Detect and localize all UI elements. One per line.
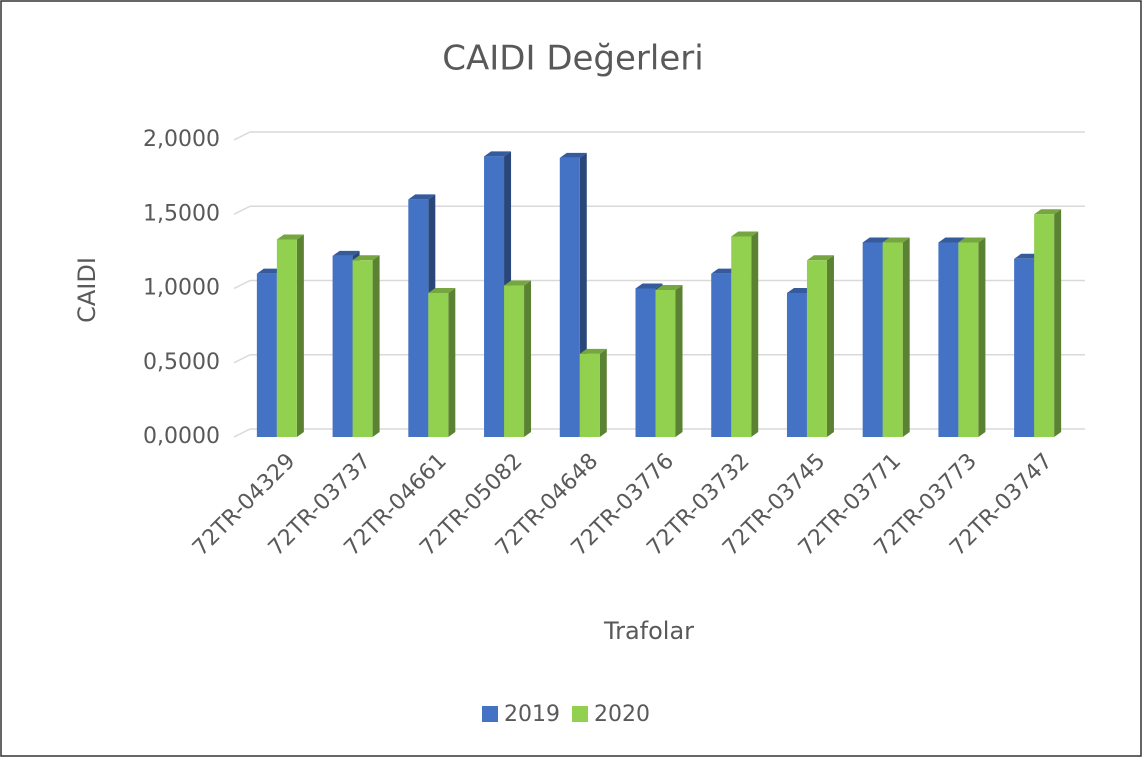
bar	[579, 348, 607, 437]
y-tick-label: 0,5000	[143, 350, 220, 375]
y-axis-title: CAIDI	[73, 257, 101, 323]
bar-top	[958, 237, 986, 243]
grid-floor	[233, 428, 251, 438]
grid-floor	[233, 205, 251, 215]
bar	[276, 234, 304, 437]
y-tick-label: 1,5000	[143, 201, 220, 226]
bar-front	[655, 289, 676, 437]
bar-side	[296, 234, 304, 437]
bar-front	[731, 236, 752, 437]
bar-top	[276, 234, 304, 240]
bar-front	[256, 273, 277, 437]
bar-front	[711, 273, 732, 437]
bar	[882, 237, 910, 437]
bar-top	[579, 348, 607, 354]
grid-floor	[233, 354, 251, 364]
bar-front	[408, 199, 429, 437]
bar-front	[862, 242, 883, 437]
bar-front	[882, 242, 903, 437]
bar-top	[1034, 209, 1062, 215]
bar-front	[786, 292, 807, 437]
y-tick-label: 2,0000	[143, 127, 220, 152]
bar	[958, 237, 986, 437]
bar-top	[408, 194, 436, 200]
bar	[504, 280, 532, 437]
y-tick-label: 0,0000	[143, 424, 220, 449]
legend-swatch	[572, 706, 588, 722]
bar-top	[332, 250, 360, 256]
bar	[806, 255, 834, 437]
bar-front	[635, 288, 656, 437]
bar-top	[352, 255, 380, 261]
bar-side	[1054, 209, 1062, 437]
bar-side	[826, 255, 834, 437]
bar-front	[484, 156, 505, 437]
chart-title: CAIDI Değerleri	[442, 39, 703, 79]
bar-front	[352, 260, 373, 437]
bar-front	[559, 157, 580, 437]
legend-label: 2019	[504, 702, 560, 727]
bar-top	[806, 255, 834, 261]
x-axis-title: Trafolar	[603, 617, 694, 645]
bar-top	[428, 287, 456, 293]
bar-top	[559, 152, 587, 158]
bar-top	[484, 151, 512, 157]
bar	[428, 287, 456, 437]
bar-side	[448, 287, 456, 437]
y-tick-label: 1,0000	[143, 276, 220, 301]
bar-front	[276, 239, 297, 437]
bar-side	[978, 237, 986, 437]
bar-front	[1014, 258, 1035, 437]
legend-label: 2020	[594, 702, 650, 727]
bar-side	[372, 255, 380, 437]
bar-top	[938, 237, 966, 243]
bar-side	[599, 348, 607, 437]
bar-front	[938, 242, 959, 437]
bar-side	[524, 280, 532, 437]
bar-top	[655, 284, 683, 290]
bar-top	[731, 231, 759, 237]
bar	[731, 231, 759, 437]
bar-top	[882, 237, 910, 243]
bar-front	[579, 353, 600, 437]
legend-swatch	[482, 706, 498, 722]
bar-side	[902, 237, 910, 437]
bar	[352, 255, 380, 437]
bar-top	[862, 237, 890, 243]
bar	[1034, 209, 1062, 437]
bar-front	[332, 255, 353, 437]
bar-side	[675, 284, 683, 437]
grid-floor	[233, 279, 251, 290]
bar-front	[428, 292, 449, 437]
bar-front	[1034, 214, 1055, 437]
grid-floor	[233, 131, 251, 141]
bar-front	[958, 242, 979, 437]
bar-top	[635, 283, 663, 289]
bar-top	[504, 280, 532, 286]
bar-front	[504, 285, 525, 437]
bar	[655, 284, 683, 437]
bar-front	[806, 260, 827, 437]
bar-side	[751, 231, 759, 437]
